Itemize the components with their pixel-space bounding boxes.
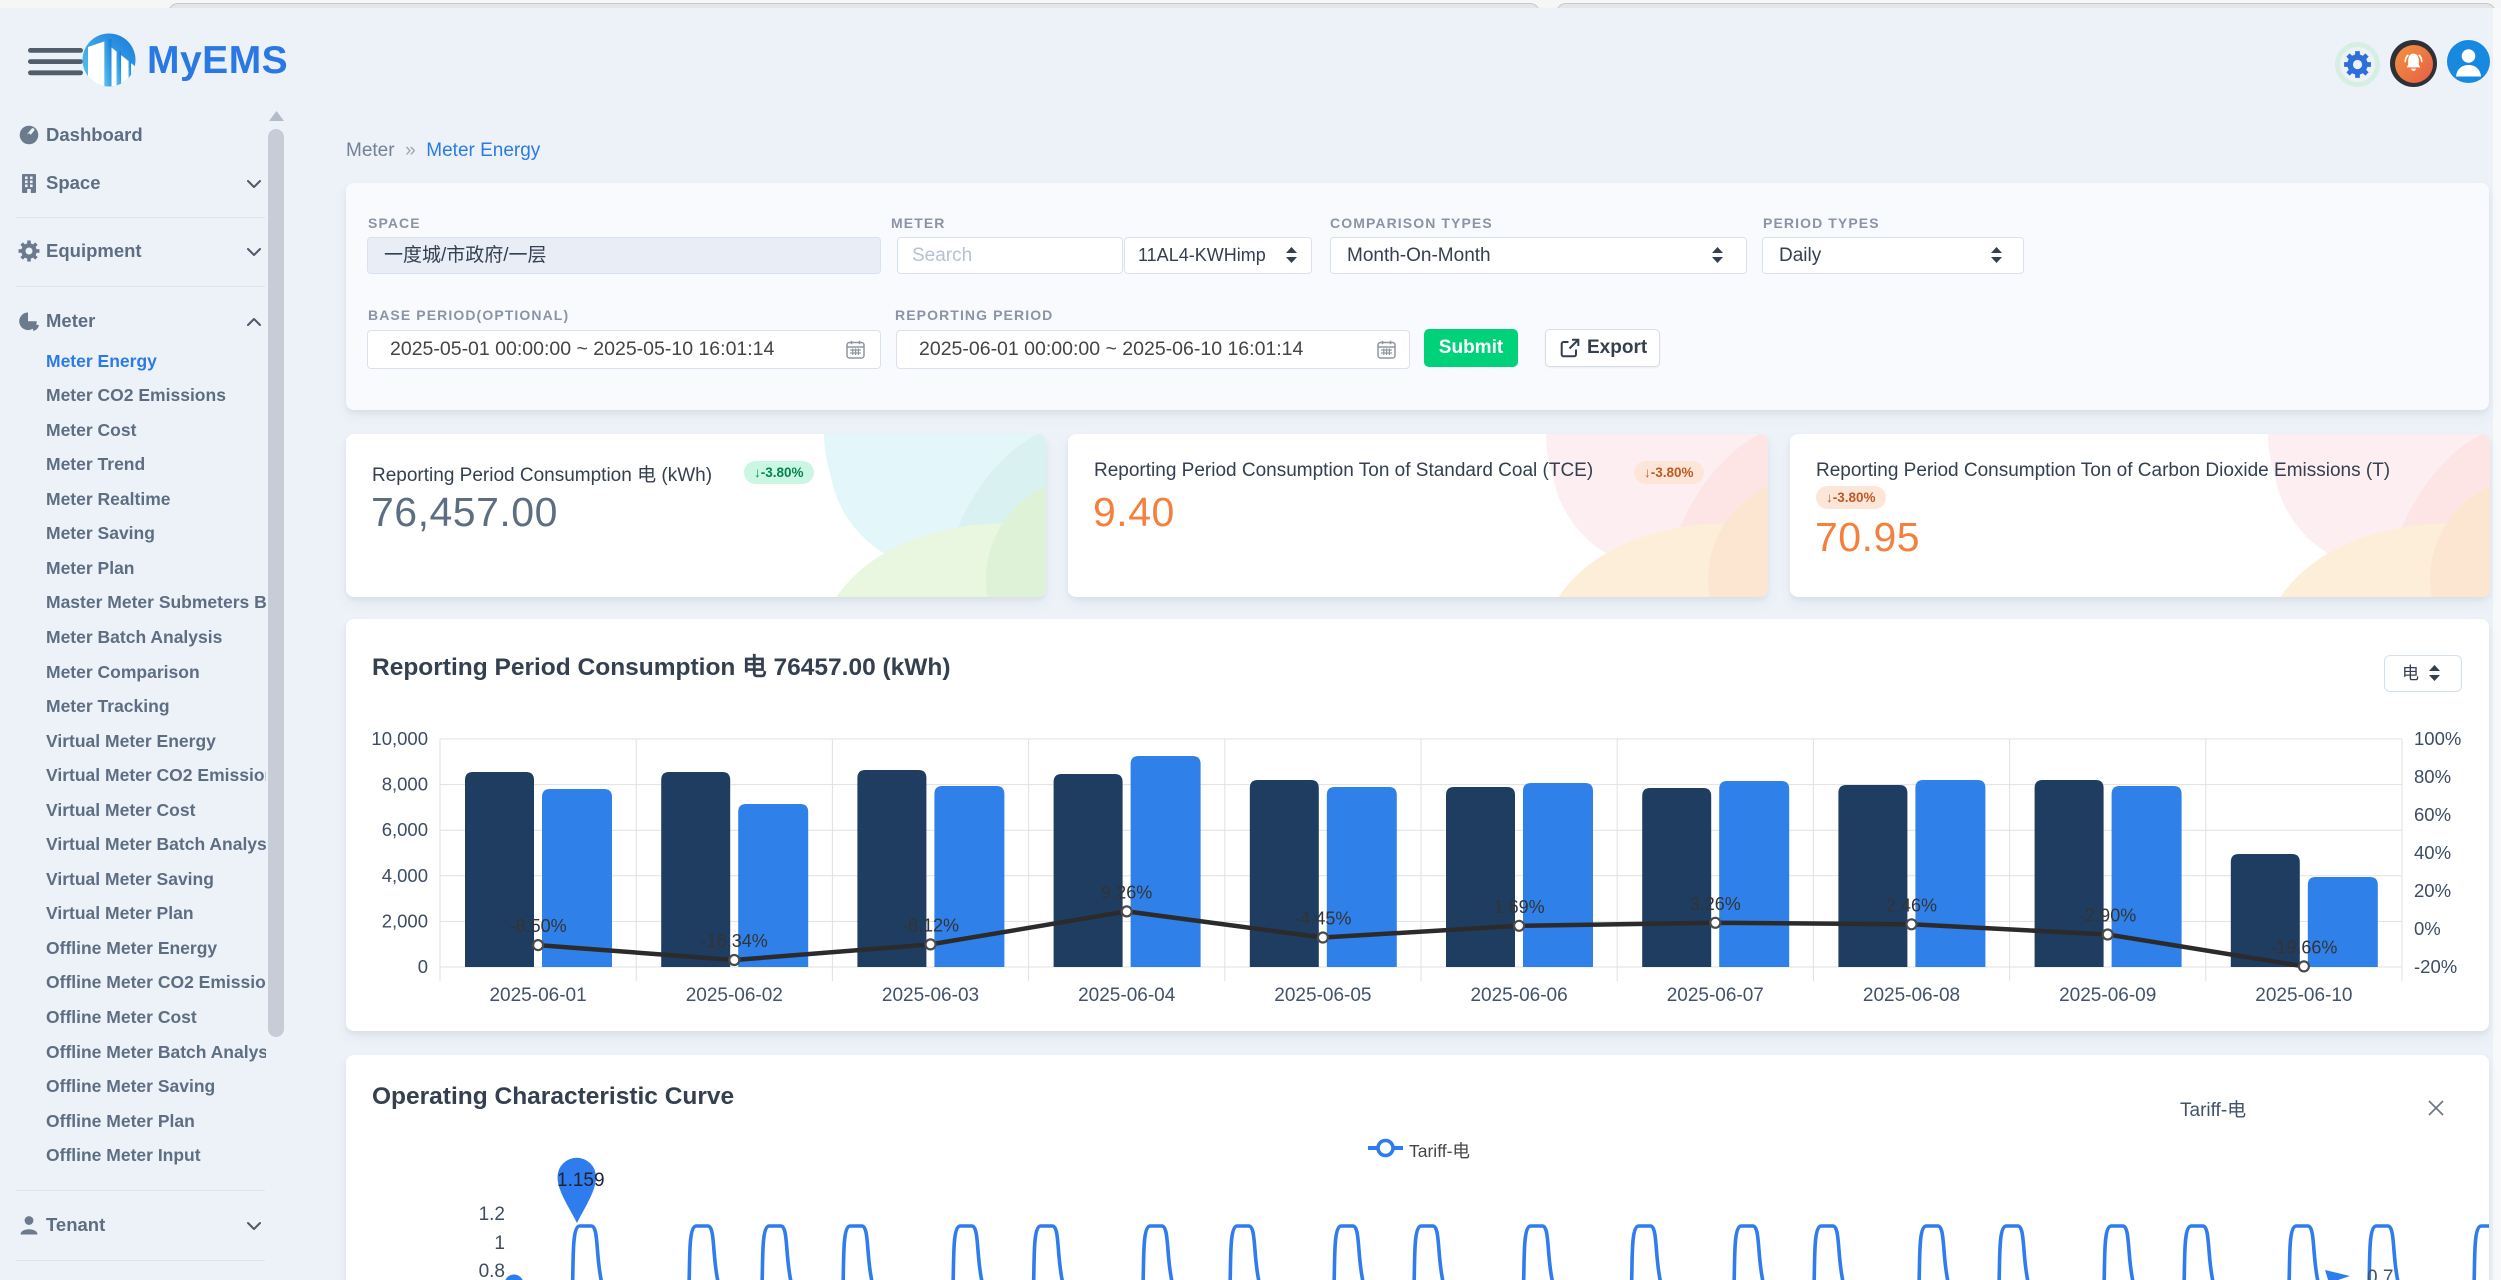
svg-text:2025-06-07: 2025-06-07 [1667, 985, 1764, 1006]
svg-text:40%: 40% [2414, 842, 2451, 863]
svg-text:2025-06-02: 2025-06-02 [686, 985, 783, 1006]
svg-text:2025-06-03: 2025-06-03 [882, 985, 979, 1006]
svg-text:80%: 80% [2414, 766, 2451, 787]
svg-text:3.26%: 3.26% [1690, 894, 1741, 914]
svg-text:2025-06-01: 2025-06-01 [489, 985, 586, 1006]
svg-text:2025-06-04: 2025-06-04 [1078, 985, 1176, 1006]
svg-text:1.159: 1.159 [557, 1170, 605, 1191]
svg-text:1.69%: 1.69% [1494, 897, 1545, 917]
svg-text:60%: 60% [2414, 804, 2451, 825]
svg-text:-4.45%: -4.45% [1294, 909, 1351, 929]
svg-text:-20%: -20% [2414, 956, 2457, 977]
svg-text:0: 0 [418, 956, 428, 977]
svg-text:2,000: 2,000 [382, 910, 428, 931]
svg-text:1.2: 1.2 [479, 1204, 505, 1225]
svg-text:10,000: 10,000 [371, 728, 428, 749]
svg-text:4,000: 4,000 [382, 865, 428, 886]
svg-text:2025-06-09: 2025-06-09 [2059, 985, 2156, 1006]
svg-text:2.46%: 2.46% [1886, 895, 1937, 915]
svg-text:8,000: 8,000 [382, 774, 428, 795]
svg-text:2025-06-10: 2025-06-10 [2255, 985, 2352, 1006]
svg-text:1: 1 [494, 1233, 505, 1254]
svg-text:0.8: 0.8 [479, 1261, 505, 1280]
svg-text:0.7: 0.7 [2367, 1267, 2393, 1280]
svg-text:6,000: 6,000 [382, 819, 428, 840]
svg-text:9.26%: 9.26% [1101, 882, 1152, 902]
svg-text:100%: 100% [2414, 728, 2461, 749]
svg-text:-8.12%: -8.12% [902, 915, 959, 935]
svg-text:-16.34%: -16.34% [701, 931, 768, 951]
svg-text:2025-06-08: 2025-06-08 [1863, 985, 1960, 1006]
svg-text:20%: 20% [2414, 880, 2451, 901]
svg-text:-19.66%: -19.66% [2270, 937, 2337, 957]
svg-text:2025-06-05: 2025-06-05 [1274, 985, 1371, 1006]
svg-text:-2.90%: -2.90% [2079, 906, 2136, 926]
svg-text:0%: 0% [2414, 918, 2441, 939]
svg-text:-8.50%: -8.50% [510, 916, 567, 936]
svg-text:2025-06-06: 2025-06-06 [1470, 985, 1567, 1006]
